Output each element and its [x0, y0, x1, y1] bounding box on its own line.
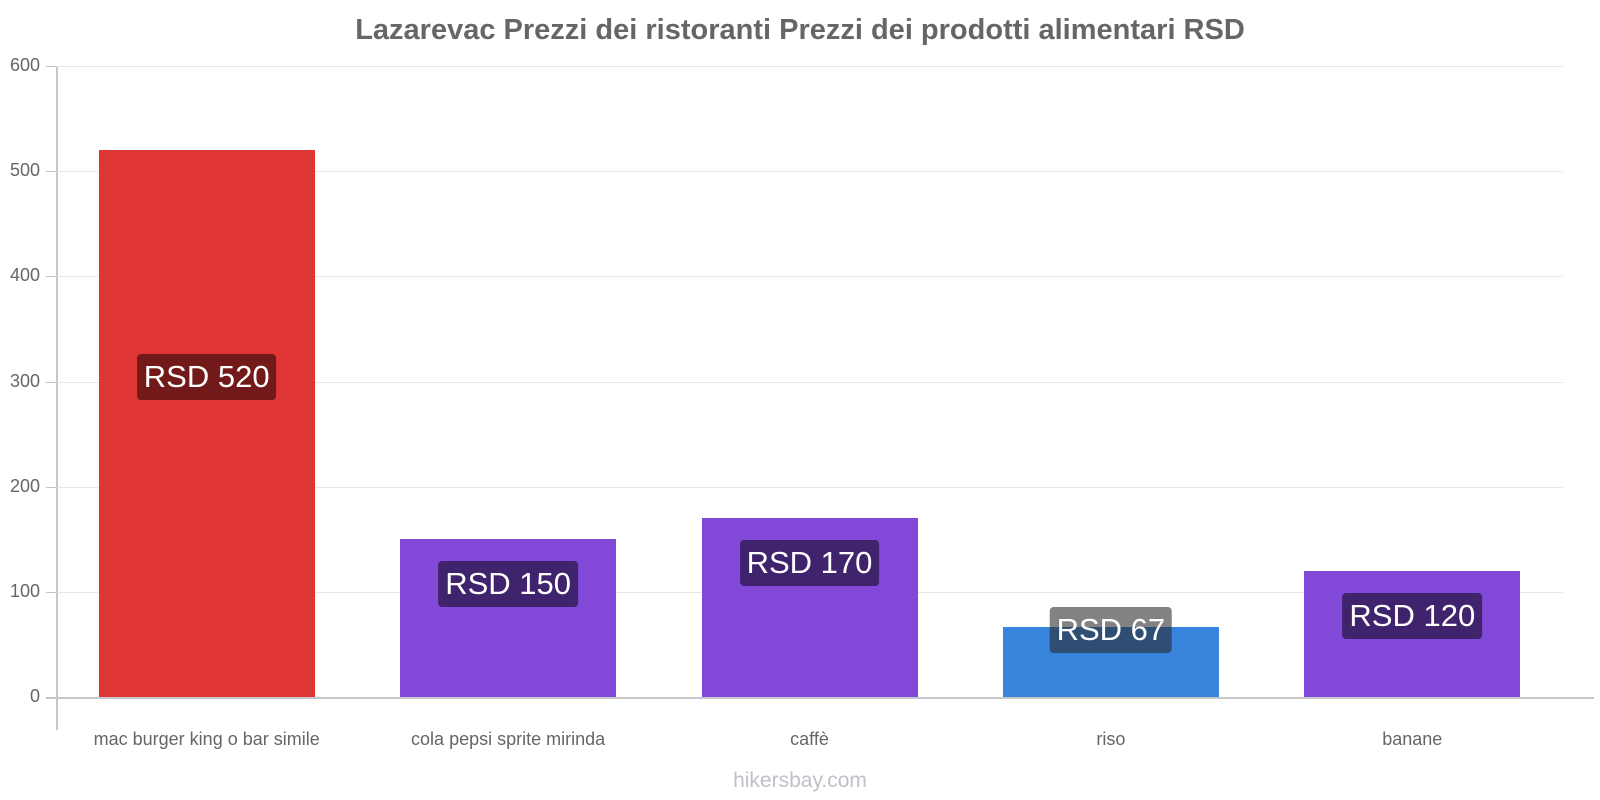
watermark: hikersbay.com — [733, 769, 867, 792]
y-tick-label: 100 — [9, 581, 40, 601]
gridline — [57, 382, 1563, 383]
x-axis-line — [46, 697, 1594, 699]
y-tick-label: 400 — [9, 265, 40, 285]
y-tick-label: 200 — [9, 476, 40, 496]
y-tick-label: 0 — [29, 686, 40, 706]
y-tick-mark — [46, 66, 56, 67]
gridline — [57, 66, 1563, 67]
bar-value-label: RSD 170 — [739, 540, 880, 587]
x-category-label: cola pepsi sprite mirinda — [411, 729, 606, 749]
y-tick-label: 600 — [9, 55, 40, 75]
x-category-label: banane — [1382, 729, 1443, 749]
y-tick-mark — [46, 592, 56, 593]
gridline — [57, 276, 1563, 277]
y-tick-mark — [46, 487, 56, 488]
gridline — [57, 487, 1563, 488]
x-category-label: riso — [1096, 729, 1126, 749]
y-tick-label: 300 — [9, 371, 40, 391]
bar-value-label: RSD 120 — [1342, 592, 1483, 639]
bar-value-label: RSD 150 — [438, 561, 578, 608]
y-tick-mark — [46, 171, 56, 172]
bar[interactable] — [98, 150, 315, 697]
x-category-label: caffè — [790, 729, 829, 749]
y-axis-line — [56, 66, 58, 730]
y-tick-mark — [46, 697, 56, 698]
gridline — [57, 171, 1563, 172]
chart-title: Lazarevac Prezzi dei ristoranti Prezzi d… — [355, 14, 1245, 46]
bar-value-label: RSD 520 — [136, 354, 277, 401]
x-category-label: mac burger king o bar simile — [93, 729, 320, 749]
bar-value-label: RSD 67 — [1049, 606, 1173, 653]
y-tick-mark — [46, 276, 56, 277]
y-tick-mark — [46, 382, 56, 383]
y-tick-label: 500 — [9, 160, 40, 180]
